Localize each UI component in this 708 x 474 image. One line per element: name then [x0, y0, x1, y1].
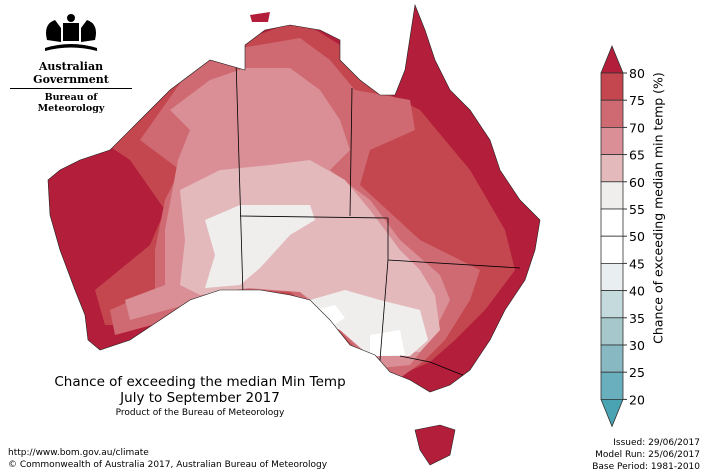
logo-bureau: Bureau of Meteorology	[37, 92, 105, 114]
copyright: © Commonwealth of Australia 2017, Austra…	[8, 460, 328, 470]
colorbar-label: Chance of exceeding median min temp (%)	[650, 72, 666, 344]
base-period: Base Period: 1981-2010	[592, 462, 700, 472]
title-line-2: July to September 2017	[120, 390, 280, 406]
band-50-55	[315, 305, 405, 356]
model-run-date: Model Run: 25/06/2017	[595, 450, 700, 460]
colorbar-tick-label: 20	[629, 392, 645, 407]
colorbar-tick-label: 60	[629, 175, 645, 190]
colorbar-segment	[600, 127, 624, 156]
climate-url[interactable]: http://www.bom.gov.au/climate	[8, 448, 149, 458]
colorbar-segment	[600, 99, 624, 128]
title-line-1: Chance of exceeding the median Min Temp	[54, 374, 346, 390]
colorbar-segment	[600, 181, 624, 210]
product-note: Product of the Bureau of Meteorology	[115, 408, 285, 418]
colorbar-under-arrow	[600, 399, 624, 428]
colorbar-tick-label: 70	[629, 120, 645, 135]
colorbar-tick-label: 30	[629, 338, 645, 353]
bom-logo: Australian Government Bureau of Meteorol…	[10, 10, 132, 114]
issue-metadata: Issued: 29/06/2017 Model Run: 25/06/2017…	[592, 437, 700, 473]
australia-map	[47, 4, 541, 466]
colorbar-tick-label: 75	[629, 93, 645, 108]
colorbar-tick-label: 25	[629, 365, 645, 380]
colorbar-segment	[600, 72, 624, 101]
colorbar-over-arrow	[600, 44, 624, 74]
colorbar-segment	[600, 371, 624, 400]
colorbar-segment	[600, 290, 624, 319]
issued-date: Issued: 29/06/2017	[613, 438, 700, 448]
colorbar-tick-label: 80	[629, 66, 645, 81]
colorbar: 80 75 70 65 60 55 50 45 40 35 30 25 20	[600, 44, 645, 428]
colorbar-tick-label: 40	[629, 284, 645, 299]
colorbar-segment	[600, 262, 624, 291]
band-55-60	[205, 205, 428, 356]
logo-government: Australian Government	[10, 60, 132, 89]
colorbar-segment	[600, 235, 624, 264]
coat-of-arms-icon	[45, 14, 97, 51]
colorbar-tick-label: 45	[629, 256, 645, 271]
colorbar-tick-label: 65	[629, 148, 645, 163]
colorbar-segment	[600, 154, 624, 183]
colorbar-tick-label: 50	[629, 229, 645, 244]
colorbar-segment	[600, 344, 624, 373]
colorbar-segment	[600, 208, 624, 237]
tasmania	[414, 424, 456, 466]
map-title: Chance of exceeding the median Min Temp …	[20, 374, 380, 406]
colorbar-tick-label: 55	[629, 202, 645, 217]
melville-island	[250, 12, 270, 22]
colorbar-tick-label: 35	[629, 311, 645, 326]
colorbar-segment	[600, 317, 624, 346]
